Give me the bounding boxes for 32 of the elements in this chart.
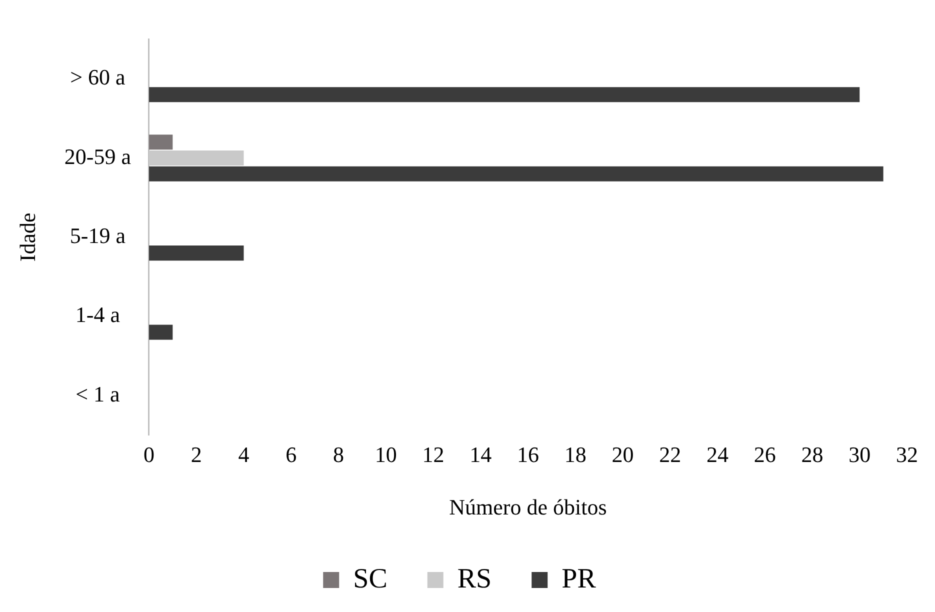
bar <box>148 324 173 340</box>
y-tick-label: < 1 a <box>76 381 120 406</box>
bar <box>148 246 244 261</box>
x-tick-label: 8 <box>332 442 344 468</box>
x-tick-label: 28 <box>801 442 824 468</box>
x-tick-label: 16 <box>516 442 539 468</box>
x-tick-label: 2 <box>190 442 202 468</box>
bar <box>148 87 860 102</box>
x-tick-label: 14 <box>470 442 492 468</box>
y-tick-label: 20-59 a <box>64 144 132 169</box>
x-tick-label: 4 <box>238 442 250 468</box>
x-tick-label: 0 <box>143 442 154 468</box>
x-tick-label: 24 <box>706 442 728 468</box>
x-tick-label: 6 <box>286 442 297 468</box>
x-tick-label: 10 <box>374 442 397 468</box>
legend-label: PR <box>562 563 596 594</box>
x-tick-label: 20 <box>612 442 634 468</box>
x-tick-label: 22 <box>659 442 682 468</box>
bar <box>148 134 173 150</box>
x-axis-title: Número de óbitos <box>449 494 607 520</box>
y-tick-label: 1-4 a <box>75 302 120 328</box>
bar <box>148 166 884 182</box>
y-tick-label: 5-19 a <box>70 222 126 248</box>
x-tick-label: 30 <box>848 442 871 468</box>
x-tick-label: 12 <box>422 442 444 468</box>
y-axis-title: Idade <box>14 212 40 262</box>
legend-label: SC <box>353 563 388 594</box>
x-tick-label: 18 <box>564 442 586 468</box>
x-tick-label: 32 <box>896 442 918 468</box>
legend-label: RS <box>457 563 492 594</box>
y-tick-label: > 60 a <box>70 64 126 90</box>
x-tick-label: 26 <box>754 442 776 468</box>
